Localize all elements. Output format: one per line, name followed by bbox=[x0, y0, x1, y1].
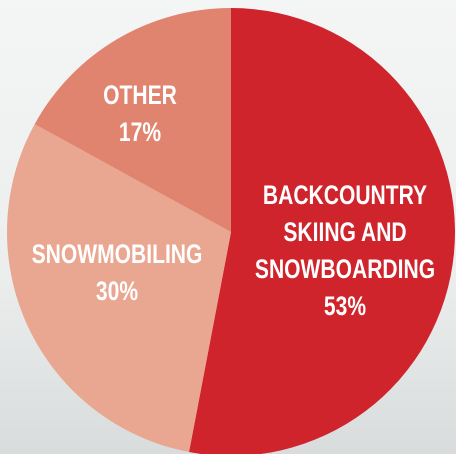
pie-slice bbox=[189, 8, 455, 454]
value-label: 53% bbox=[323, 291, 367, 321]
pie-slice bbox=[6, 124, 231, 453]
slice-label: SNOWMOBILING 30% bbox=[0, 236, 234, 310]
slice-label: OTHER 17% bbox=[62, 77, 218, 151]
value-label: 17% bbox=[118, 117, 162, 147]
category-label: BACKCOUNTRY SKIING AND SNOWBOARDING bbox=[254, 180, 436, 284]
value-label: 30% bbox=[95, 276, 139, 306]
slice-label: BACKCOUNTRY SKIING AND SNOWBOARDING 53% bbox=[244, 177, 447, 325]
category-label: OTHER bbox=[103, 80, 177, 110]
category-label: SNOWMOBILING bbox=[31, 239, 203, 269]
pie-slice bbox=[34, 8, 231, 232]
